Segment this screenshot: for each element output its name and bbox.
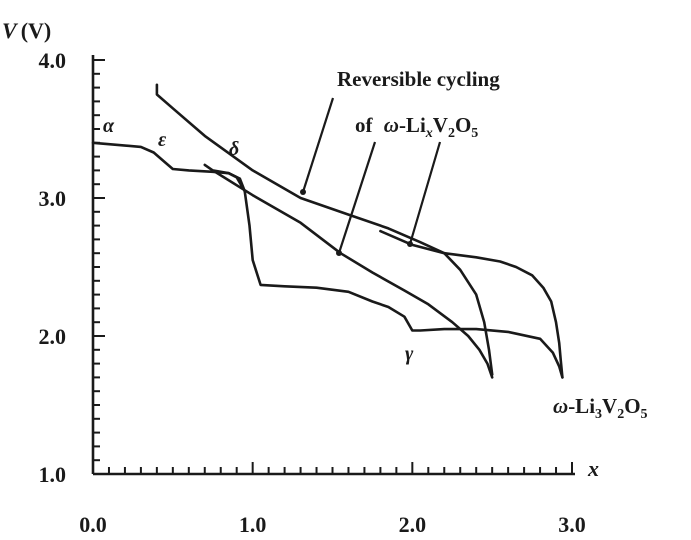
annotation-pointer-3 — [408, 141, 442, 245]
phase-label-gamma: γ — [405, 343, 414, 365]
x-tick-label: 0.0 — [79, 512, 107, 537]
annotation-of: of — [355, 113, 374, 137]
y-tick-label: 3.0 — [39, 186, 67, 211]
endpoint-v-sub: 2 — [617, 407, 624, 422]
annotation-line-2: of ω-LixV2O5 — [355, 113, 478, 141]
x-tick-label: 2.0 — [399, 512, 427, 537]
y-tick-label: 2.0 — [39, 324, 67, 349]
y-tick-label: 4.0 — [39, 48, 67, 73]
x-tick-label: 3.0 — [558, 512, 586, 537]
annotation-x-sub: x — [425, 126, 433, 141]
phase-label-epsilon: ε — [158, 129, 167, 151]
annotation-pointer-2 — [337, 141, 377, 254]
series-group — [91, 83, 564, 379]
endpoint-li: -Li — [568, 394, 595, 418]
tick-labels-group: 0.0 1.0 2.0 3.0 1.0 2.0 3.0 4.0 — [39, 48, 586, 537]
annotation-o-sub: 5 — [471, 126, 478, 141]
annotation-omega: ω — [384, 113, 399, 137]
x-tick-label: 1.0 — [239, 512, 267, 537]
y-tick-label: 1.0 — [39, 462, 67, 487]
y-axis-var: V — [2, 18, 19, 43]
y-axis-unit: (V) — [21, 18, 52, 43]
endpoint-v: V — [602, 394, 617, 418]
annotation-dot-2 — [336, 250, 342, 256]
annotation-pointer-1 — [301, 97, 335, 193]
annotation-o: O — [455, 113, 471, 137]
annotation-dot-1 — [300, 189, 306, 195]
annotation-line-1: Reversible cycling — [337, 67, 500, 91]
ticks-group — [92, 59, 573, 475]
endpoint-o-sub: 5 — [641, 407, 648, 422]
phase-label-delta: δ — [229, 138, 239, 160]
endpoint-label: ω-Li3V2O5 — [553, 394, 648, 422]
series-line-3 — [155, 83, 494, 376]
endpoint-omega: ω — [553, 394, 568, 418]
phase-label-alpha: α — [103, 115, 115, 137]
endpoint-li-sub: 3 — [595, 407, 602, 422]
y-axis-title: V (V) — [2, 18, 51, 43]
annotation-li: -Li — [399, 113, 426, 137]
endpoint-o: O — [624, 394, 640, 418]
series-line-2 — [203, 163, 494, 379]
series-line-4 — [379, 229, 564, 379]
annotation-v-sub: 2 — [448, 126, 455, 141]
x-axis-title: x — [587, 456, 599, 481]
annotation-v: V — [433, 113, 448, 137]
annotation-dot-3 — [407, 241, 413, 247]
